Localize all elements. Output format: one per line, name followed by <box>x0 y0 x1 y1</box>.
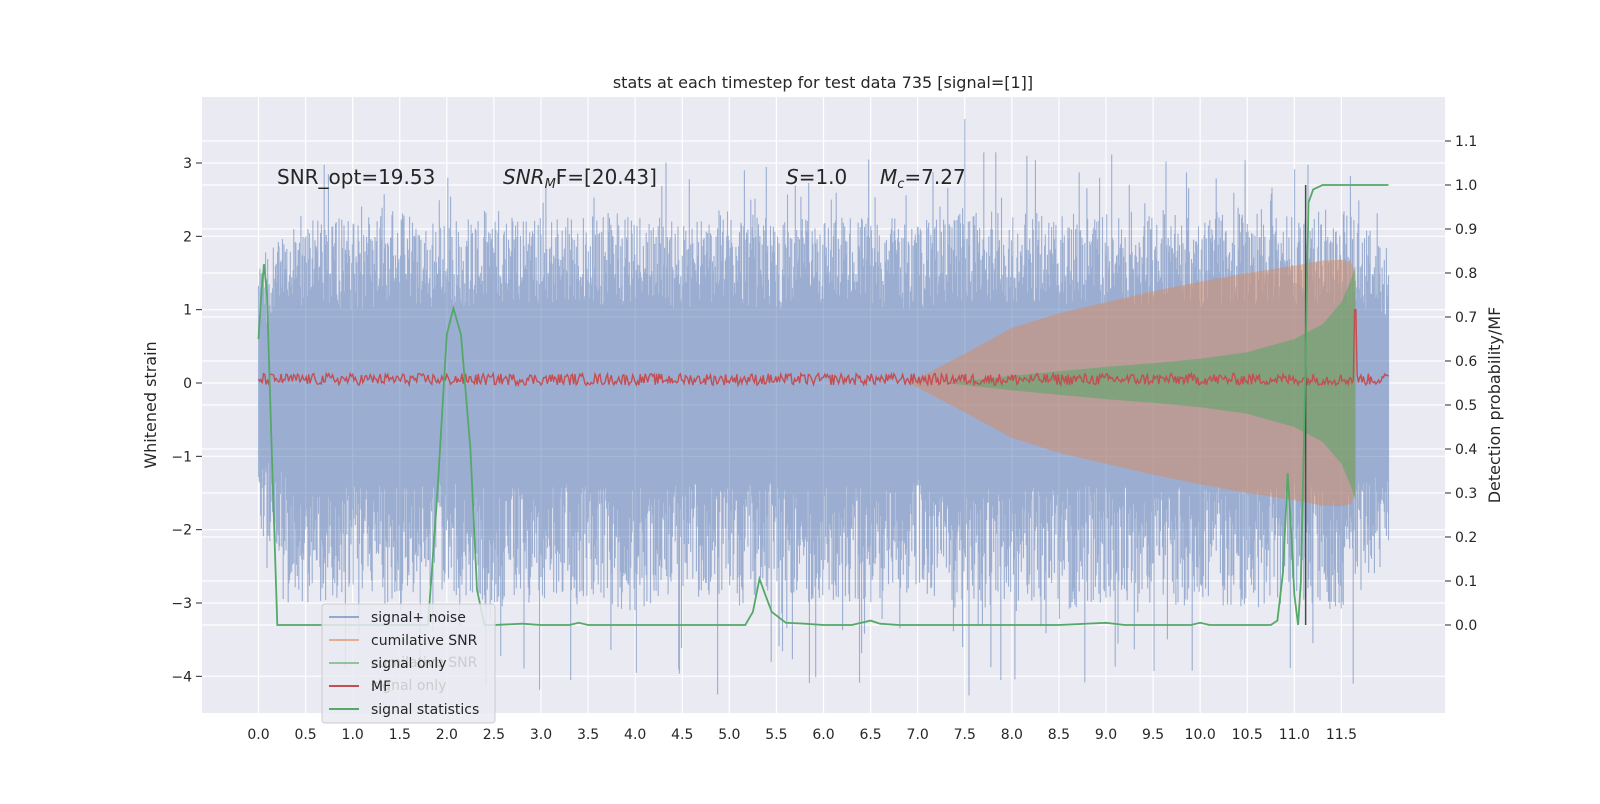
x-tick-label: 1.5 <box>389 727 411 743</box>
y-left-tick-label: 1 <box>183 303 192 319</box>
annotation-mc-italic: M <box>880 165 897 189</box>
x-tick-label: 10.5 <box>1232 727 1263 743</box>
legend: cumilative SNR signal only signal+ noise… <box>321 603 496 724</box>
legend-label-signal-only: signal only <box>371 656 446 672</box>
annotation-s: S=1.0 <box>786 165 847 189</box>
annotation-snr-mf-main: SNR <box>503 165 545 189</box>
annotation-snr-mf-rest: F=[20.43] <box>556 165 657 189</box>
y-right-tick-label: 1.0 <box>1455 178 1477 194</box>
annotation-mc-value: =7.27 <box>904 165 965 189</box>
tick-layer: 0.0 0.5 1.0 1.5 2.0 2.5 3.0 3.5 4.0 4.5 5.0 5.5 6.0 6… <box>171 134 1477 743</box>
x-tick-label: 5.5 <box>765 727 787 743</box>
y-right-tick-label: 0.5 <box>1455 398 1477 414</box>
x-tick-label: 2.0 <box>436 727 458 743</box>
x-tick-label: 3.0 <box>530 727 552 743</box>
y-right-tick-label: 0.9 <box>1455 222 1477 238</box>
x-tick-label: 4.0 <box>624 727 646 743</box>
y-left-tick-label: 2 <box>183 229 192 245</box>
y-axis-label-left: Whitened strain <box>141 341 160 468</box>
x-tick-label: 8.5 <box>1048 727 1070 743</box>
x-tick-label: 5.0 <box>718 727 740 743</box>
x-tick-label: 2.5 <box>483 727 505 743</box>
annotation-snr-mf: SNRMF=[20.43] <box>503 165 657 192</box>
y-right-tick-label: 1.1 <box>1455 134 1477 150</box>
x-tick-label: 11.0 <box>1279 727 1310 743</box>
legend-label-signal-noise: signal+ noise <box>371 610 466 626</box>
x-tick-label: 0.5 <box>294 727 316 743</box>
y-left-tick-label: 3 <box>183 156 192 172</box>
x-tick-label: 11.5 <box>1326 727 1357 743</box>
y-axis-label-right: Detection probability/MF <box>1485 307 1504 504</box>
legend-box <box>321 603 496 724</box>
y-left-tick-label: −4 <box>171 669 192 685</box>
x-tick-label: 4.5 <box>671 727 693 743</box>
y-right-tick-label: 0.1 <box>1455 574 1477 590</box>
annotation-snr-mf-sub: M <box>545 177 556 192</box>
annotation-s-value: =1.0 <box>799 165 848 189</box>
annotation-s-italic: S <box>786 165 799 189</box>
legend-label-mf: MF <box>371 679 391 695</box>
y-left-tick-label: 0 <box>183 376 192 392</box>
legend-ghost-label: cumilative SNR <box>371 655 478 671</box>
annotation-snr-opt: SNR_opt=19.53 <box>277 165 435 189</box>
x-tick-label: 9.5 <box>1142 727 1164 743</box>
y-left-tick-label: −3 <box>171 596 192 612</box>
y-right-tick-label: 0.0 <box>1455 618 1477 634</box>
chart-title: stats at each timestep for test data 735… <box>613 73 1033 92</box>
x-tick-label: 6.5 <box>859 727 881 743</box>
y-right-tick-label: 0.4 <box>1455 442 1477 458</box>
x-tick-label: 7.0 <box>907 727 929 743</box>
y-right-tick-label: 0.8 <box>1455 266 1477 282</box>
legend-label-signal-statistics: signal statistics <box>371 702 479 718</box>
annotation-layer: SNR_opt=19.53 SNRMF=[20.43] S=1.0 Mc=7.2… <box>277 165 966 192</box>
legend-ghost-label: signal only <box>371 678 446 694</box>
x-tick-label: 3.5 <box>577 727 599 743</box>
x-tick-label: 10.0 <box>1185 727 1216 743</box>
x-tick-label: 7.5 <box>954 727 976 743</box>
annotation-mc: Mc=7.27 <box>880 165 966 192</box>
y-right-tick-label: 0.2 <box>1455 530 1477 546</box>
series-signal-only <box>945 265 1356 501</box>
x-tick-label: 8.0 <box>1001 727 1023 743</box>
annotation-mc-sub: c <box>897 177 904 192</box>
series-mf <box>257 309 1389 388</box>
legend-label-cumulative-snr: cumilative SNR <box>371 633 478 649</box>
y-right-tick-label: 0.7 <box>1455 310 1477 326</box>
x-tick-label: 6.0 <box>812 727 834 743</box>
y-left-tick-label: −2 <box>171 523 192 539</box>
x-tick-label: 1.0 <box>342 727 364 743</box>
y-right-tick-label: 0.3 <box>1455 486 1477 502</box>
y-left-tick-label: −1 <box>171 449 192 465</box>
y-right-tick-label: 0.6 <box>1455 354 1477 370</box>
x-tick-label: 9.0 <box>1095 727 1117 743</box>
x-tick-label: 0.0 <box>247 727 269 743</box>
